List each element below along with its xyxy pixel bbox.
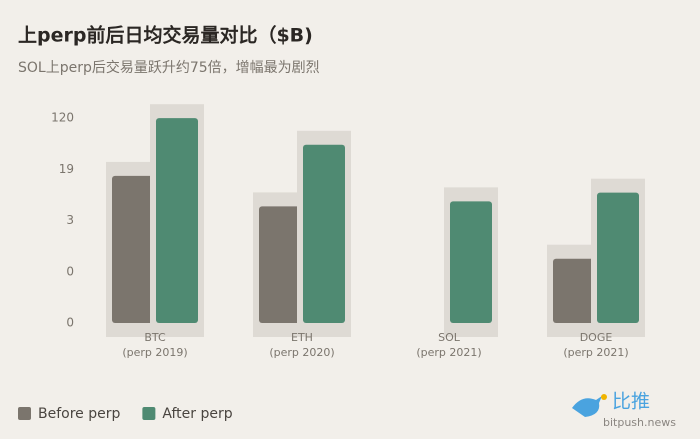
y-tick-label: 0 <box>66 265 74 279</box>
watermark: 比推 bitpush.news <box>572 391 676 429</box>
bar <box>597 192 639 323</box>
bar <box>112 175 154 323</box>
y-tick-label: 120 <box>51 111 74 125</box>
bar <box>259 206 301 323</box>
legend-swatch <box>142 407 156 420</box>
legend-label: After perp <box>162 406 232 422</box>
chart-title: 上perp前后日均交易量对比（$B) <box>18 24 313 47</box>
bar <box>156 118 198 323</box>
x-tick-note: (perp 2019) <box>122 346 187 359</box>
legend-label: Before perp <box>38 406 120 422</box>
y-tick-label: 19 <box>59 162 74 176</box>
x-tick-note: (perp 2021) <box>416 346 481 359</box>
watermark-name: 比推 <box>612 391 650 413</box>
x-tick-note: (perp 2021) <box>563 346 628 359</box>
logo-bird <box>572 396 602 417</box>
x-tick-label: ETH <box>291 331 313 344</box>
legend-swatch <box>18 407 31 420</box>
watermark-site: bitpush.news <box>603 416 676 429</box>
x-tick-label: BTC <box>144 331 166 344</box>
chart-subtitle: SOL上perp后交易量跃升约75倍，增幅最为剧烈 <box>18 59 320 76</box>
x-tick-label: DOGE <box>580 331 613 344</box>
logo-dot <box>601 394 607 400</box>
y-tick-label: 3 <box>66 213 74 227</box>
bar <box>303 144 345 323</box>
bar <box>553 258 595 323</box>
y-tick-label: 0 <box>66 316 74 330</box>
bar <box>450 201 492 323</box>
x-tick-label: SOL <box>438 331 461 344</box>
x-tick-note: (perp 2020) <box>269 346 334 359</box>
